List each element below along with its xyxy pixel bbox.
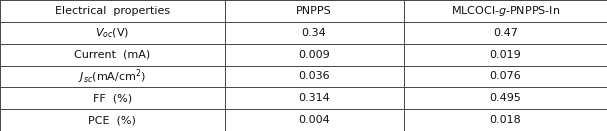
Text: 0.34: 0.34 [302, 28, 327, 38]
Text: 0.019: 0.019 [489, 50, 521, 60]
Text: Electrical  properties: Electrical properties [55, 6, 170, 16]
Text: PNPPS: PNPPS [296, 6, 332, 16]
Text: 0.036: 0.036 [298, 71, 330, 81]
Text: MLCOCl-$\it{g}$-PNPPS-In: MLCOCl-$\it{g}$-PNPPS-In [451, 4, 560, 18]
Text: PCE  (%): PCE (%) [89, 115, 136, 125]
Text: $V_{oc}$(V): $V_{oc}$(V) [95, 26, 129, 40]
Text: 0.009: 0.009 [298, 50, 330, 60]
Text: 0.314: 0.314 [298, 93, 330, 103]
Text: Current  (mA): Current (mA) [74, 50, 151, 60]
Text: $J_{sc}$(mA/cm$^{2}$): $J_{sc}$(mA/cm$^{2}$) [78, 67, 146, 86]
Text: 0.018: 0.018 [489, 115, 521, 125]
Text: 0.495: 0.495 [489, 93, 521, 103]
Text: 0.076: 0.076 [489, 71, 521, 81]
Text: FF  (%): FF (%) [93, 93, 132, 103]
Text: 0.47: 0.47 [493, 28, 518, 38]
Text: 0.004: 0.004 [298, 115, 330, 125]
